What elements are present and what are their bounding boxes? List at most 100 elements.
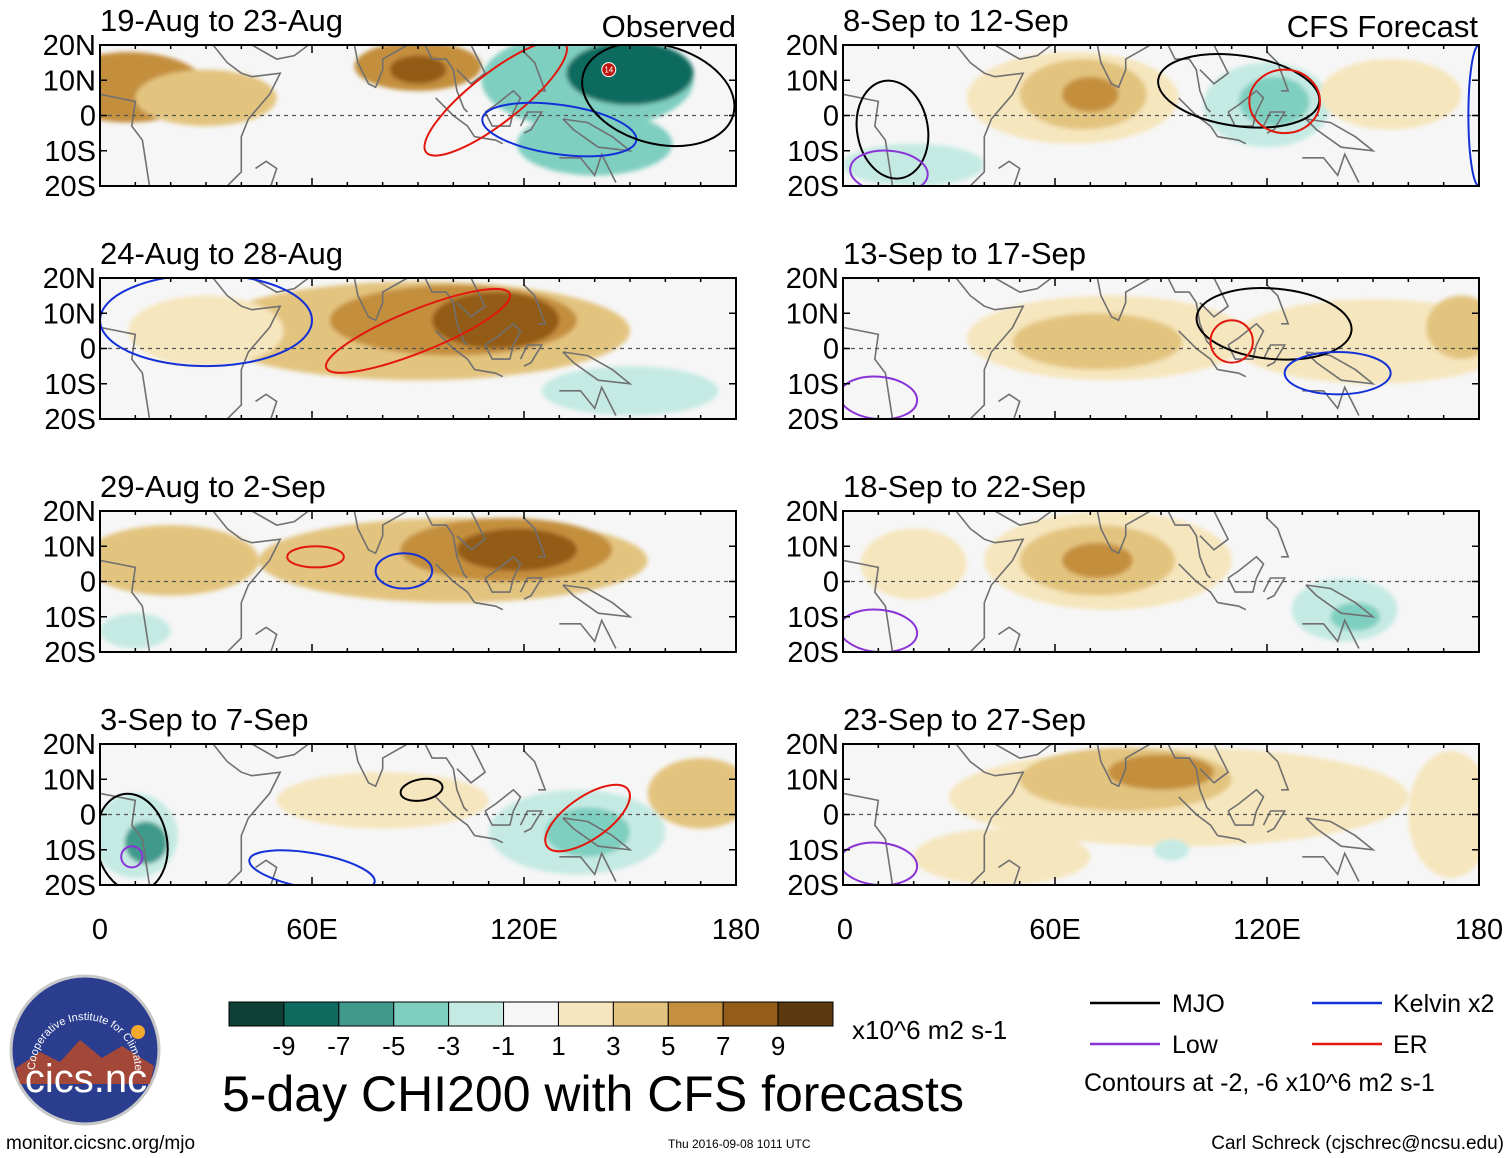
lon-tick-label: 180 [712, 914, 760, 946]
coastline [1178, 563, 1219, 604]
lat-tick-label: 10S [787, 369, 839, 401]
coastline [424, 278, 469, 346]
coastline [424, 511, 469, 579]
axis-ticks [842, 743, 1480, 886]
map-area [843, 511, 1479, 652]
colorbar-swatch [777, 1001, 834, 1027]
coastline [1302, 618, 1360, 649]
colorbar-swatch [557, 1001, 614, 1027]
coastline [527, 511, 529, 512]
low-contour [120, 845, 144, 869]
kelvin-contour [481, 101, 638, 158]
timestamp: Thu 2016-09-08 1011 UTC [668, 1137, 811, 1151]
coastline [1178, 796, 1219, 837]
coastline [523, 517, 547, 558]
coastline [251, 744, 309, 759]
coastline [1270, 744, 1272, 745]
coastline [994, 744, 1052, 759]
coastline [1217, 368, 1247, 378]
coastline [998, 160, 1021, 186]
colorbar-tick-label: 5 [661, 1031, 675, 1061]
lat-tick-label: 10N [786, 531, 839, 563]
mjo-contour [399, 777, 444, 802]
coastline [1167, 744, 1212, 812]
coastline [1262, 344, 1287, 367]
coastline [1079, 511, 1151, 555]
coastline [519, 577, 544, 600]
coastline [435, 97, 476, 138]
coastline [519, 111, 544, 134]
chi200-anomaly-blob [276, 772, 489, 829]
chi200-anomaly-blob [100, 613, 171, 649]
coastline [255, 393, 278, 419]
coastline [559, 152, 617, 183]
website-link[interactable]: monitor.cicsnc.org/mjo [6, 1133, 195, 1154]
colorbar-tick-label: 3 [606, 1031, 620, 1061]
mjo-contour [1195, 287, 1353, 361]
lat-tick-label: 20N [43, 729, 96, 761]
lat-tick-label: 20N [43, 263, 96, 295]
map-area [100, 45, 736, 186]
coastline [519, 344, 544, 367]
coastline [212, 278, 282, 419]
author-credit: Carl Schreck (cjschrec@ncsu.edu) [1211, 1133, 1504, 1154]
chi200-anomaly-blob [516, 111, 673, 176]
kelvin-contour [248, 849, 376, 885]
colorbar-tick-label: -3 [437, 1031, 460, 1061]
lat-tick-label: 20S [44, 171, 96, 203]
coastline [523, 284, 547, 325]
coastline [1266, 517, 1290, 558]
panel-title: 23-Sep to 27-Sep [843, 702, 1086, 737]
panel-title: 8-Sep to 12-Sep [843, 3, 1069, 38]
axis-ticks [99, 44, 737, 187]
coastline [435, 563, 476, 604]
chi200-anomaly-blob [1153, 839, 1190, 861]
chi200-anomaly-blob [432, 292, 560, 349]
kelvin-contour [374, 552, 434, 590]
colorbar-tick-label: 1 [551, 1031, 565, 1061]
lat-tick-label: 20S [787, 870, 839, 902]
colorbar-tick-label: -9 [272, 1031, 295, 1061]
lat-tick-label: 10S [44, 835, 96, 867]
colorbar-swatch [722, 1001, 779, 1027]
coastline [1302, 152, 1360, 183]
coastline [474, 834, 504, 844]
chi200-anomaly-blob [843, 143, 985, 186]
coastline [843, 93, 894, 186]
lat-tick-label: 20S [787, 637, 839, 669]
kelvin-legend-label: Kelvin x2 [1393, 990, 1494, 1018]
lat-tick-label: 0 [80, 567, 96, 599]
anomaly-field [100, 45, 694, 176]
coastline [1167, 278, 1212, 346]
low-legend-label: Low [1172, 1031, 1219, 1059]
coastline [955, 744, 1025, 885]
chi200-anomaly-blob [124, 821, 168, 864]
coastline [562, 817, 633, 851]
coastline [994, 45, 1052, 60]
coastline [519, 810, 544, 833]
coastline [212, 744, 282, 885]
map-area [843, 744, 1479, 885]
coastline [1167, 511, 1212, 579]
coastline [100, 326, 151, 419]
colorbar-units: x10^6 m2 s-1 [852, 1015, 1007, 1045]
coastline [562, 351, 633, 385]
panel-title: 18-Sep to 22-Sep [843, 469, 1086, 504]
chi200-anomaly-blob [1231, 299, 1479, 384]
coastline [484, 322, 522, 360]
cfs-forecast-label: CFS Forecast [1287, 9, 1479, 44]
lat-tick-label: 20S [44, 870, 96, 902]
lat-tick-label: 10S [44, 369, 96, 401]
coastlines [843, 278, 1376, 419]
coastlines [100, 744, 633, 885]
coastline [1079, 278, 1151, 322]
coastline [994, 278, 1052, 293]
coastline [255, 160, 278, 186]
lat-tick-label: 10S [44, 602, 96, 634]
lat-tick-label: 10N [786, 65, 839, 97]
chi200-anomaly-blob [541, 366, 719, 416]
